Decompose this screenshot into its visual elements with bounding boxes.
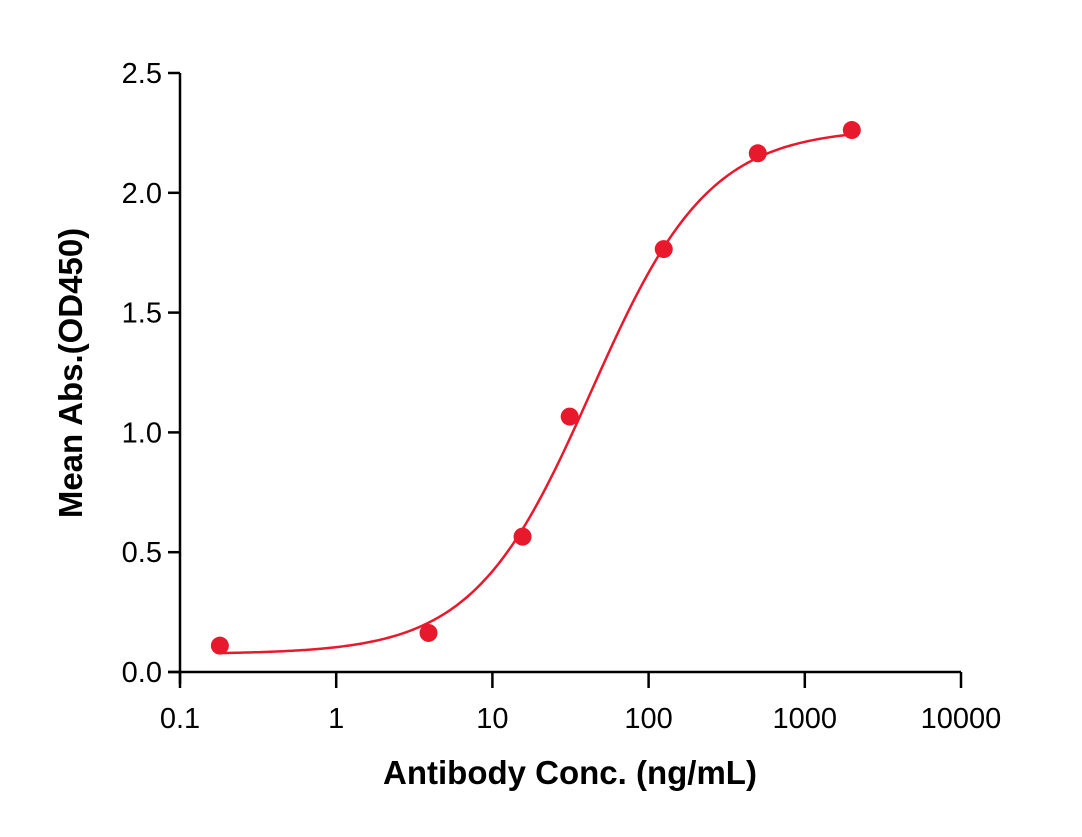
data-point [842,121,861,140]
y-tick-label: 0.5 [122,537,162,569]
y-axis-title: Mean Abs.(OD450) [52,228,89,518]
x-axis-title: Antibody Conc. (ng/mL) [383,754,757,791]
fit-curve [219,133,852,655]
x-tick-label: 1 [328,703,344,735]
data-points [210,121,861,655]
data-point [210,636,229,655]
y-tick-label: 2.0 [122,178,162,210]
x-tick-label: 0.1 [160,703,200,735]
data-point [560,407,579,426]
x-tick-label: 10 [476,703,508,735]
data-point [748,144,767,163]
x-tick-label: 100 [624,703,672,735]
y-tick-label: 0.0 [122,657,162,689]
x-axis: 0.1 1 10 100 1000 10000 [160,670,1002,735]
y-tick-label: 2.5 [122,58,162,90]
y-tick-label: 1.5 [122,298,162,330]
x-tick-label: 10000 [921,703,1002,735]
data-point [419,623,438,642]
x-tick-label: 1000 [773,703,838,735]
data-point [654,240,673,259]
y-axis: 0.0 0.5 1.0 1.5 2.0 2.5 [122,58,182,689]
data-point [513,527,532,546]
y-tick-label: 1.0 [122,417,162,449]
